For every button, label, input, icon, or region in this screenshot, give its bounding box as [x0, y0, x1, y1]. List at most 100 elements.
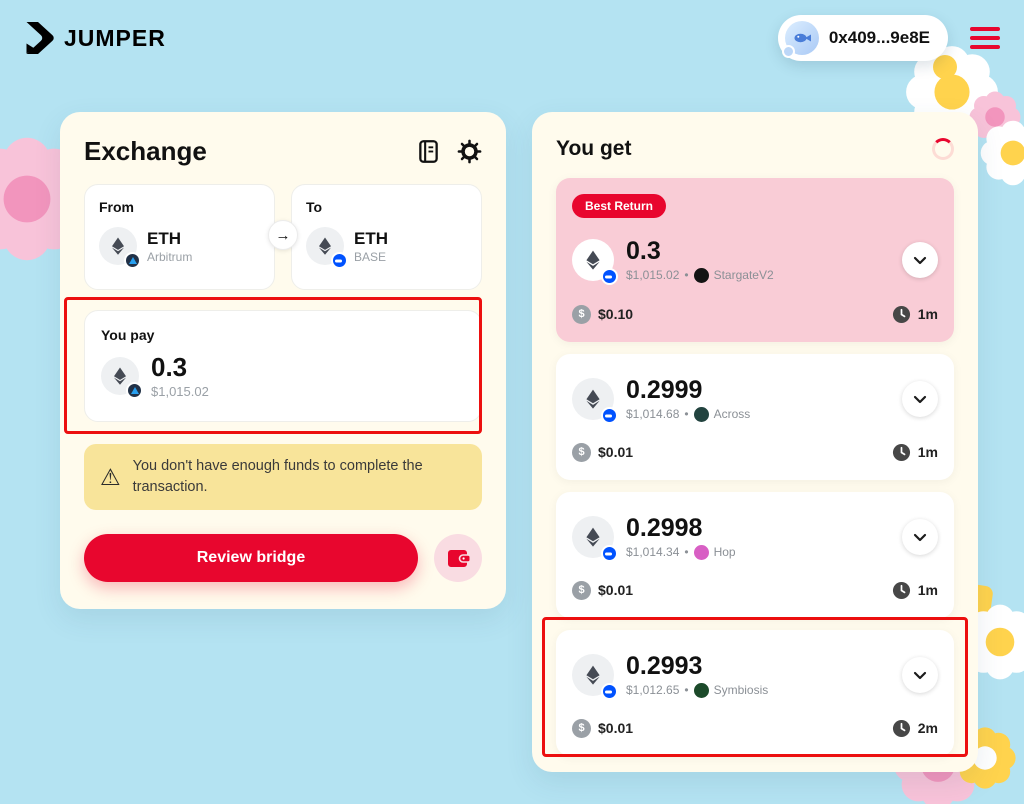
chevron-down-icon	[913, 256, 927, 264]
expand-route-button[interactable]	[902, 657, 938, 693]
flower-decoration	[973, 746, 997, 770]
dot-decoration	[933, 55, 957, 79]
history-icon	[419, 139, 438, 163]
eth-token-icon	[572, 516, 618, 562]
time-value: 1m	[917, 582, 938, 598]
eth-token-icon	[572, 239, 618, 285]
duration: 2m	[892, 719, 938, 738]
separator: •	[684, 683, 689, 697]
base-chain-badge	[601, 545, 618, 562]
separator: •	[684, 545, 689, 559]
swap-direction-button[interactable]: →	[268, 220, 298, 250]
route-option-symbiosis[interactable]: 0.2993 $1,012.65 • Symbiosis $	[556, 630, 954, 756]
to-token-selector[interactable]: To ETH BASE	[291, 184, 482, 290]
arbitrum-chain-badge	[126, 382, 143, 399]
eth-token-icon	[572, 378, 618, 424]
ethereum-icon	[114, 367, 126, 385]
base-chain-badge	[331, 252, 348, 269]
exchange-card-header: Exchange	[84, 136, 482, 166]
to-chain-name: BASE	[354, 249, 387, 264]
from-label: From	[99, 199, 134, 215]
gas-value: $0.01	[598, 582, 634, 598]
ethereum-icon	[319, 237, 331, 255]
provider-logo	[693, 682, 709, 698]
exchange-card: Exchange	[60, 112, 506, 609]
separator: •	[684, 268, 689, 282]
review-bridge-button[interactable]: Review bridge	[84, 534, 418, 582]
clock-icon	[892, 443, 910, 461]
wallet-address: 0x409...9e8E	[828, 28, 930, 47]
route-amount: 0.2999	[626, 375, 703, 404]
top-bar-right: 0x409...9e8E	[777, 15, 1000, 61]
gas-value: $0.01	[598, 444, 634, 460]
route-amount: 0.2993	[626, 651, 703, 680]
jumper-logo[interactable]: JUMPER	[24, 22, 166, 54]
eth-token-icon	[99, 227, 141, 269]
ethereum-icon	[586, 389, 600, 409]
chevron-down-icon	[913, 395, 927, 403]
settings-button[interactable]	[457, 139, 482, 164]
chevron-down-icon	[913, 671, 927, 679]
gas-icon: $	[572, 580, 591, 600]
route-usd: $1,014.34	[626, 545, 680, 559]
route-option-across[interactable]: 0.2999 $1,014.68 • Across $	[556, 354, 954, 480]
ethereum-icon	[586, 250, 600, 270]
provider-logo	[693, 544, 709, 560]
gas-value: $0.01	[598, 720, 634, 736]
arbitrum-chain-badge	[124, 252, 141, 269]
eth-token-icon	[306, 227, 348, 269]
wallet-icon-button[interactable]	[434, 534, 482, 582]
expand-route-button[interactable]	[902, 381, 938, 417]
gas-icon: $	[572, 718, 591, 738]
arrow-right-icon: →	[275, 226, 291, 244]
clock-icon	[892, 719, 910, 737]
to-token-name: ETH	[354, 228, 388, 248]
best-return-badge: Best Return	[572, 194, 667, 218]
exchange-title: Exchange	[84, 136, 207, 166]
token-pair-row: From ETH Arbitrum →	[84, 184, 482, 290]
duration: 1m	[892, 443, 938, 462]
provider-name: Across	[713, 407, 751, 421]
gas-value: $0.10	[598, 306, 634, 322]
expand-route-button[interactable]	[902, 242, 938, 278]
clock-icon	[892, 581, 910, 599]
from-token-selector[interactable]: From ETH Arbitrum	[84, 184, 275, 290]
separator: •	[684, 407, 689, 421]
ethereum-icon	[586, 527, 600, 547]
route-option-hop[interactable]: 0.2998 $1,014.34 • Hop $	[556, 492, 954, 618]
base-chain-badge	[601, 683, 618, 700]
flower-decoration	[3, 175, 51, 223]
expand-route-button[interactable]	[902, 519, 938, 555]
jumper-logo-icon	[26, 22, 54, 54]
menu-button[interactable]	[970, 25, 1000, 51]
warning-text: You don't have enough funds to complete …	[132, 458, 423, 495]
flower-decoration	[985, 627, 1015, 657]
provider-name: StargateV2	[713, 268, 774, 282]
provider-logo	[693, 406, 709, 422]
duration: 1m	[892, 581, 938, 600]
loading-spinner-icon	[932, 138, 954, 160]
gear-icon	[457, 139, 482, 163]
you-get-header: You get	[556, 136, 954, 162]
flower-decoration	[985, 107, 1005, 127]
eth-token-icon	[101, 357, 143, 399]
transaction-history-button[interactable]	[418, 139, 439, 163]
route-usd: $1,015.02	[626, 268, 680, 282]
from-token-name: ETH	[147, 228, 181, 248]
route-amount: 0.3	[626, 236, 661, 265]
provider-name: Hop	[713, 545, 736, 559]
pay-usd-value: $1,015.02	[151, 384, 209, 399]
hamburger-icon	[970, 27, 1000, 31]
hamburger-icon	[970, 36, 1000, 40]
wallet-address-button[interactable]: 0x409...9e8E	[777, 15, 948, 61]
you-pay-box[interactable]: You pay 0.3 $1,015.02	[84, 310, 482, 422]
to-label: To	[306, 199, 323, 215]
eth-token-icon	[572, 654, 618, 700]
you-get-title: You get	[556, 137, 632, 160]
you-get-card: You get Best Return 0.3	[532, 112, 978, 772]
pay-amount: 0.3	[151, 352, 188, 382]
time-value: 1m	[917, 444, 938, 460]
gas-icon: $	[572, 442, 591, 462]
route-option-stargate[interactable]: Best Return 0.3 $1,015.02 •	[556, 178, 954, 342]
actions-row: Review bridge	[84, 534, 482, 582]
